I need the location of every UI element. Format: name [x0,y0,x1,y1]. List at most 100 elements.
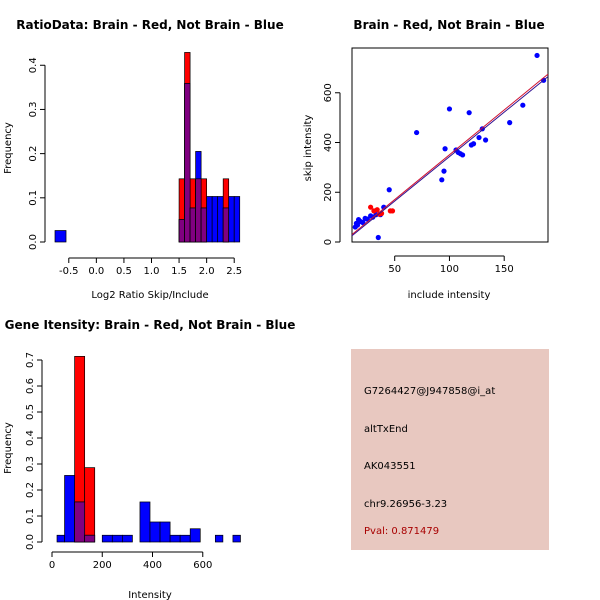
scatter-ylabel: skip intensity [303,115,314,182]
y-tick-label: 0.0 [25,534,36,550]
y-tick-label: 0.4 [28,57,39,73]
fit-line [351,73,549,235]
y-tick-label: 0.7 [25,352,36,368]
bar-overlap [178,219,185,243]
bar-not-brain [169,534,181,543]
ratio-histogram-panel: RatioData: Brain - Red, Not Brain - Blue… [3,18,284,301]
x-tick-label: 0.5 [116,266,132,277]
point-not-brain [476,134,482,141]
point-not-brain [386,187,392,193]
pval: Pval: 0.871479 [364,526,440,537]
bar-not-brain [217,196,224,243]
y-tick-label: 0.2 [28,146,39,162]
x-tick-label: 200 [93,560,112,571]
point-not-brain [414,129,420,136]
scatter-panel: Brain - Red, Not Brain - Blue include in… [303,18,549,301]
bar-not-brain [211,196,219,243]
y-tick-label: 0.1 [25,508,36,524]
point-not-brain [470,141,477,147]
x-tick-label: 0.0 [88,266,104,277]
intensity-histogram-panel: Gene Itensity: Brain - Red, Not Brain - … [3,318,295,600]
point-not-brain [466,110,472,116]
bar-overlap [189,207,196,243]
bar-not-brain [189,528,201,543]
point-not-brain [534,52,540,59]
y-tick-label: 0.3 [28,101,39,117]
bar-not-brain [149,521,161,543]
scatter-title: Brain - Red, Not Brain - Blue [353,18,544,32]
point-not-brain [479,126,485,132]
accession: AK043551 [364,461,416,472]
point-brain [378,210,385,216]
bar-not-brain [139,501,151,543]
x-tick-label: 1.5 [171,266,187,277]
bar-not-brain [232,534,241,543]
bar-overlap [184,83,191,243]
y-tick-label: 0.2 [25,482,36,498]
point-not-brain [520,102,526,108]
x-tick-label: 600 [193,560,212,571]
bar-not-brain [206,196,213,243]
bar-brain [84,467,96,543]
bar-not-brain [233,196,241,243]
plot-frame [351,47,549,243]
y-tick-label: 400 [323,133,334,152]
point-not-brain [446,106,453,112]
y-tick-label: 0.3 [25,456,36,472]
point-not-brain [439,177,445,183]
info-panel: G7264427@J947858@i_at altTxEnd AK043551 … [351,349,549,550]
x-tick-label: 2.0 [199,266,215,277]
point-not-brain [442,146,448,152]
x-tick-label: -0.5 [59,266,79,277]
intensity-histogram-xlabel: Intensity [128,590,172,600]
scatter-xlabel: include intensity [408,290,491,301]
y-tick-label: 200 [323,183,334,202]
bar-not-brain [228,196,235,243]
point-not-brain [482,137,489,143]
bar-overlap [195,178,202,243]
y-tick-label: 0 [323,239,334,245]
ratio-histogram-title: RatioData: Brain - Red, Not Brain - Blue [16,18,283,32]
ratio-histogram-xlabel: Log2 Ratio Skip/Include [91,290,208,301]
point-brain [374,207,380,213]
x-tick-label: 400 [143,560,162,571]
event-type: altTxEnd [364,424,408,435]
probe-id: G7264427@J947858@i_at [364,386,496,397]
x-tick-label: 1.0 [144,266,160,277]
bar-overlap [200,207,207,243]
bar-not-brain [214,534,224,543]
bar-overlap [84,534,96,543]
point-brain [368,204,374,210]
fit-line [351,76,549,237]
y-tick-label: 0.4 [25,430,36,446]
x-tick-label: 2.5 [226,266,242,277]
y-tick-label: 0.6 [25,378,36,394]
bar-not-brain [56,534,65,543]
intensity-histogram-ylabel: Frequency [3,422,14,474]
x-tick-label: 100 [440,264,459,275]
point-brain [389,208,396,214]
ratio-histogram-ylabel: Frequency [3,122,14,174]
point-not-brain [441,168,447,174]
bar-not-brain [122,534,133,543]
bar-not-brain [54,230,67,243]
y-tick-label: 600 [323,83,334,102]
y-tick-label: 0.5 [25,404,36,420]
x-tick-label: 150 [495,264,514,275]
y-tick-label: 0.0 [28,234,39,250]
intensity-histogram-title: Gene Itensity: Brain - Red, Not Brain - … [5,318,296,332]
bar-overlap [74,501,86,543]
bar-not-brain [64,475,75,543]
bar-not-brain [101,534,113,543]
point-not-brain [507,120,513,126]
genomic-location: chr9.26956-3.23 [364,499,448,510]
bar-overlap [222,207,230,243]
bar-not-brain [179,534,191,543]
point-not-brain [459,152,466,158]
x-tick-label: 50 [388,264,401,275]
y-tick-label: 0.1 [28,190,39,206]
bar-not-brain [159,521,171,543]
x-tick-label: 0 [49,560,55,571]
point-not-brain [354,222,361,228]
